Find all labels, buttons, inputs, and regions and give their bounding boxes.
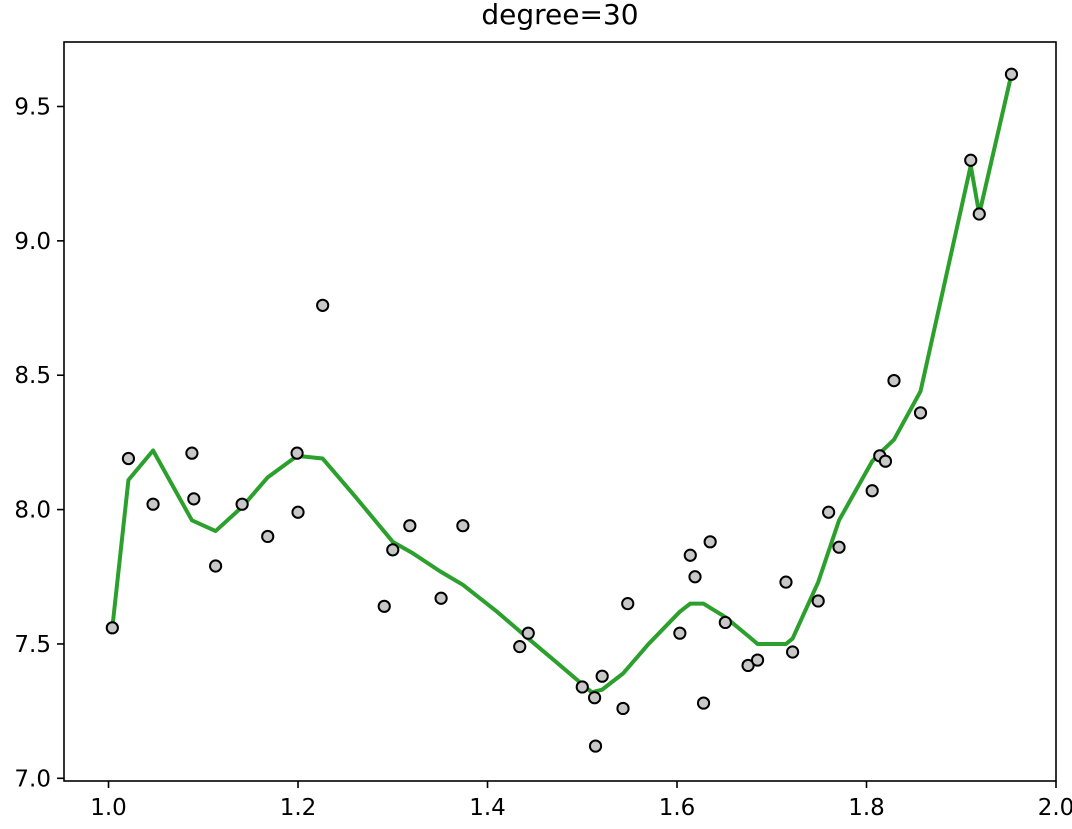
data-point: [121, 451, 136, 466]
data-point: [913, 406, 928, 420]
data-point: [185, 446, 199, 460]
data-point: [434, 591, 448, 605]
data-point: [683, 548, 697, 562]
data-point: [595, 669, 609, 683]
data-point: [786, 645, 800, 659]
data-point: [750, 653, 765, 667]
data-point: [865, 484, 879, 498]
data-point: [291, 505, 305, 519]
y-tick-label: 7.5: [14, 632, 51, 658]
data-point: [513, 640, 527, 654]
x-tick-label: 2.0: [1038, 795, 1072, 821]
data-point: [696, 696, 711, 710]
data-point: [964, 153, 978, 167]
data-point: [673, 626, 687, 640]
data-point: [261, 529, 275, 544]
data-point: [316, 298, 330, 312]
data-point: [832, 540, 846, 554]
data-point: [521, 626, 535, 640]
data-point: [209, 559, 223, 573]
y-tick-label: 9.0: [14, 229, 51, 255]
data-point: [972, 207, 986, 221]
x-tick-label: 1.0: [90, 795, 127, 821]
data-point: [575, 680, 589, 694]
axes-frame: [63, 41, 1057, 782]
x-tick-label: 1.6: [659, 795, 696, 821]
data-point: [105, 621, 119, 635]
data-point: [878, 454, 893, 468]
x-tick-label: 1.4: [469, 795, 506, 821]
data-point: [688, 570, 702, 584]
data-point: [741, 658, 755, 673]
data-point: [616, 701, 630, 716]
data-point: [456, 519, 470, 533]
data-point: [146, 497, 160, 511]
data-point: [811, 594, 825, 608]
data-point: [822, 505, 836, 519]
data-point: [621, 597, 635, 611]
y-tick-label: 7.0: [14, 766, 51, 792]
data-point: [587, 691, 602, 705]
chart-title: degree=30: [481, 0, 638, 31]
x-tick-label: 1.8: [848, 795, 885, 821]
data-point: [779, 575, 793, 589]
y-axis: 7.0 7.5 8.0 8.5 9.0 9.5: [14, 94, 64, 792]
data-point: [718, 615, 732, 630]
data-point: [386, 543, 400, 557]
data-point: [235, 497, 249, 511]
data-point: [187, 492, 201, 506]
fit-line: [110, 72, 1014, 695]
y-tick-label: 8.5: [14, 363, 51, 389]
data-point: [377, 599, 391, 613]
y-tick-label: 8.0: [14, 498, 51, 524]
data-point: [1004, 67, 1019, 81]
data-point: [703, 535, 717, 549]
data-point: [403, 519, 417, 533]
y-tick-label: 9.5: [14, 94, 51, 120]
x-tick-label: 1.2: [280, 795, 317, 821]
plot-area: [105, 67, 1019, 753]
data-point: [588, 739, 603, 753]
data-point: [887, 374, 901, 388]
data-point: [290, 446, 304, 460]
x-axis: 1.0 1.2 1.4 1.6 1.8 2.0: [90, 781, 1072, 821]
